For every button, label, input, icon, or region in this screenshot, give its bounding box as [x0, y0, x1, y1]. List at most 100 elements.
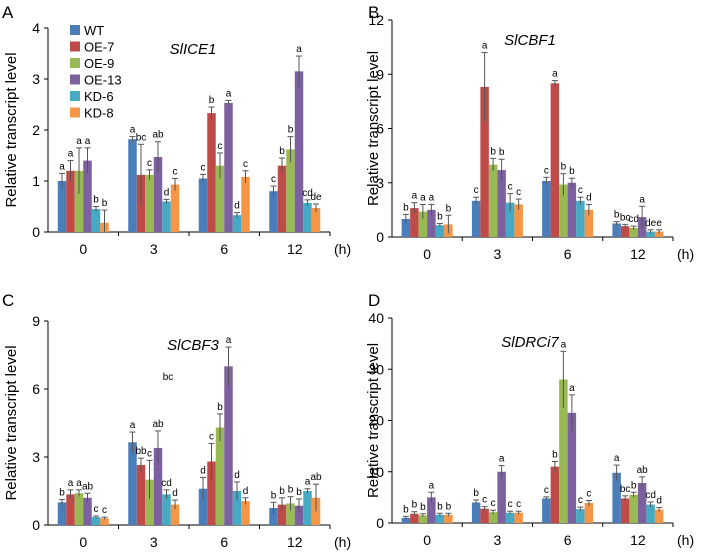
- significance-letter: b: [279, 146, 285, 157]
- bar-OE-7-12: [277, 165, 287, 232]
- y-tick-label: 6: [32, 381, 40, 397]
- significance-letter: a: [68, 149, 74, 160]
- y-tick-label: 3: [376, 175, 384, 191]
- significance-letter: a: [130, 125, 136, 136]
- legend-label-WT: WT: [84, 23, 104, 38]
- bar-OE-9-0: [418, 515, 428, 523]
- significance-letter: c: [243, 159, 248, 170]
- bar-OE-13-12: [294, 505, 304, 525]
- gene-title: SlCBF1: [504, 32, 556, 49]
- legend-label-KD-8: KD-8: [84, 106, 114, 121]
- bar-WT-3: [128, 139, 137, 232]
- bar-OE-9-6: [559, 379, 568, 523]
- significance-letter: bc: [620, 212, 631, 223]
- y-tick-label: 30: [368, 361, 384, 377]
- y-tick-label: 12: [368, 12, 384, 28]
- bar-OE-7-12: [620, 226, 630, 237]
- significance-letter: ab: [637, 465, 649, 476]
- bar-KD-8-0: [444, 514, 453, 523]
- significance-letter: b: [437, 501, 443, 512]
- bar-OE-9-3: [145, 174, 154, 232]
- significance-letter: c: [173, 166, 178, 177]
- bar-OE-13-6: [567, 412, 577, 523]
- significance-letter: d: [200, 465, 206, 476]
- significance-letter: a: [305, 477, 311, 488]
- significance-letter: b: [279, 486, 285, 497]
- bar-WT-0: [57, 502, 67, 525]
- legend-label-KD-6: KD-6: [84, 89, 114, 104]
- y-tick-label: 9: [376, 66, 384, 82]
- significance-letter: b: [102, 198, 108, 209]
- bar-OE-7-0: [410, 513, 419, 523]
- significance-letter: a: [614, 453, 620, 464]
- significance-letter: a: [85, 136, 91, 147]
- x-tick-label: 6: [564, 246, 572, 262]
- bar-KD-8-3: [514, 512, 523, 523]
- bar-KD-6-12: [646, 231, 655, 237]
- y-tick-label: 3: [32, 71, 40, 87]
- significance-letter: b: [403, 202, 409, 213]
- significance-letter: d: [164, 187, 170, 198]
- bar-KD-6-0: [91, 209, 101, 232]
- bar-OE-9-0: [74, 493, 84, 525]
- bar-KD-8-12: [654, 231, 664, 237]
- significance-letter: d: [234, 201, 240, 212]
- bar-WT-12: [612, 472, 621, 523]
- bar-KD-8-3: [514, 204, 523, 237]
- significance-letter: c: [94, 504, 99, 515]
- bar-WT-12: [269, 191, 278, 232]
- significance-letter: de: [310, 192, 322, 203]
- bar-OE-7-3: [480, 508, 489, 523]
- gene-title: SlCBF3: [167, 337, 219, 354]
- bar-OE-13-0: [83, 160, 92, 232]
- significance-letter: c: [516, 187, 521, 198]
- significance-letter: cd: [645, 490, 656, 501]
- bar-KD-8-6: [584, 209, 594, 237]
- significance-letter: c: [516, 499, 521, 510]
- y-tick-label: 1: [32, 173, 40, 189]
- bar-OE-13-0: [83, 497, 92, 525]
- x-tick-label: 0: [79, 534, 87, 550]
- bar-KD-6-0: [91, 517, 101, 525]
- bar-KD-6-12: [303, 202, 312, 232]
- x-tick-label: 12: [287, 534, 303, 550]
- annotation: bc: [163, 372, 174, 383]
- bar-OE-7-6: [207, 113, 216, 232]
- y-tick-label: 0: [32, 517, 40, 533]
- bar-OE-9-12: [286, 149, 295, 232]
- significance-letter: bc: [136, 132, 147, 143]
- significance-letter: b: [412, 500, 418, 511]
- bar-KD-6-3: [162, 201, 171, 232]
- bar-OE-13-0: [427, 209, 436, 237]
- bar-OE-9-0: [418, 211, 428, 237]
- bar-WT-0: [401, 517, 411, 523]
- significance-letter: a: [420, 192, 426, 203]
- x-tick-label: 12: [630, 532, 646, 548]
- bar-WT-0: [401, 218, 411, 237]
- significance-letter: a: [482, 41, 488, 52]
- y-tick-label: 40: [368, 310, 384, 326]
- significance-letter: b: [59, 488, 65, 499]
- x-axis-unit: (h): [334, 241, 351, 257]
- significance-letter: cd: [628, 214, 639, 225]
- bar-OE-7-12: [620, 498, 630, 523]
- bar-OE-7-0: [410, 208, 419, 237]
- y-tick-label: 2: [32, 122, 40, 138]
- significance-letter: c: [544, 165, 549, 176]
- legend-swatch-KD-6: [70, 91, 80, 101]
- bar-OE-7-12: [277, 504, 287, 525]
- significance-letter: c: [482, 495, 487, 506]
- bar-KD-6-12: [303, 491, 312, 525]
- significance-letter: c: [508, 182, 513, 193]
- significance-letter: d: [172, 488, 178, 499]
- significance-letter: a: [429, 480, 435, 491]
- significance-letter: a: [412, 191, 418, 202]
- significance-letter: c: [491, 498, 496, 509]
- significance-letter: c: [102, 505, 107, 516]
- bar-KD-8-0: [100, 518, 109, 525]
- significance-letter: e: [656, 218, 662, 229]
- significance-letter: a: [59, 161, 65, 172]
- significance-letter: b: [93, 195, 99, 206]
